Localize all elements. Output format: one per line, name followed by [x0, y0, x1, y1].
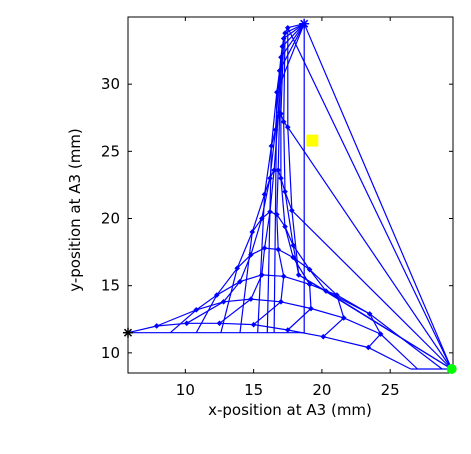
mesh-node-marker — [261, 191, 268, 198]
mesh-node-marker — [268, 143, 275, 149]
mesh-node-marker — [279, 43, 286, 50]
mesh-node-marker — [183, 320, 190, 327]
mesh-node-marker — [278, 299, 284, 305]
mesh-node-marker — [234, 265, 241, 272]
mesh-node-marker — [340, 315, 347, 321]
y-axis-label: y-position at A3 (mm) — [66, 128, 84, 292]
mesh-node-marker — [248, 251, 254, 258]
mesh-node-marker — [290, 254, 297, 261]
y-ticks: 10 15 20 25 30 — [101, 75, 453, 362]
mesh-node-marker — [267, 175, 273, 182]
mesh-node-marker — [275, 167, 282, 173]
mesh-node-marker — [237, 278, 243, 285]
x-tick-label: 25 — [381, 381, 400, 399]
blue-star-marker — [299, 18, 310, 29]
highlight-square — [306, 134, 319, 147]
mesh-node-marker — [280, 273, 287, 280]
mesh-node-marker — [366, 311, 373, 317]
mesh-node-marker — [272, 127, 279, 133]
mesh-node-marker — [306, 281, 313, 288]
mesh-node-marker — [290, 242, 297, 249]
mesh-node-marker — [282, 188, 288, 195]
x-tick-label: 10 — [176, 381, 195, 399]
mesh-node-marker — [249, 229, 256, 235]
plot-area — [127, 16, 454, 374]
x-tick-label: 20 — [312, 381, 331, 399]
mesh-node-marker — [220, 299, 227, 305]
y-tick-label: 20 — [101, 210, 120, 228]
y-tick-label: 25 — [101, 142, 120, 160]
mesh-node-marker — [284, 124, 291, 130]
x-axis-label: x-position at A3 (mm) — [208, 401, 372, 419]
mesh-node-marker — [274, 89, 280, 96]
mesh-node-marker — [365, 344, 372, 351]
mesh-node-marker — [282, 223, 288, 230]
mesh-node-marker — [334, 292, 340, 298]
mesh-node-marker — [259, 272, 265, 278]
mesh-node-marker — [295, 272, 302, 278]
green-dot-marker — [446, 363, 457, 374]
mesh-node-marker — [216, 320, 223, 327]
mesh-node-marker — [320, 333, 327, 340]
mesh-node-marker — [306, 266, 313, 273]
mesh-node-marker — [259, 215, 265, 222]
mesh-node-marker — [284, 24, 291, 31]
mesh-node-marker — [289, 207, 295, 214]
mesh-node-marker — [377, 331, 384, 337]
mesh-node-marker — [280, 118, 287, 125]
mesh-node-marker — [278, 110, 284, 117]
mesh-markers — [123, 18, 457, 374]
mesh-node-marker — [276, 67, 283, 74]
mesh-node-marker — [250, 321, 257, 328]
mesh-node-marker — [271, 167, 277, 173]
y-tick-label: 15 — [101, 277, 120, 295]
mesh-node-marker — [308, 305, 314, 312]
mesh-node-marker — [193, 307, 200, 313]
mesh-node-marker — [153, 323, 160, 329]
mesh-node-marker — [278, 175, 284, 182]
mesh-node-marker — [261, 245, 268, 251]
black-star-marker — [123, 327, 133, 338]
mesh-node-marker — [274, 211, 280, 218]
mesh-node-marker — [248, 296, 254, 302]
mesh-node-marker — [284, 327, 291, 333]
x-tick-label: 15 — [244, 381, 263, 399]
mesh-node-marker — [278, 54, 284, 61]
mesh-node-marker — [213, 292, 220, 298]
mesh-node-marker — [267, 208, 273, 215]
y-tick-label: 30 — [101, 75, 120, 93]
mesh-node-marker — [323, 288, 329, 294]
x-ticks: 10 15 20 25 — [176, 17, 400, 399]
mesh-node-marker — [275, 246, 282, 253]
mesh-node-marker — [280, 35, 287, 42]
y-tick-label: 10 — [101, 344, 120, 362]
mesh-node-marker — [282, 30, 288, 36]
